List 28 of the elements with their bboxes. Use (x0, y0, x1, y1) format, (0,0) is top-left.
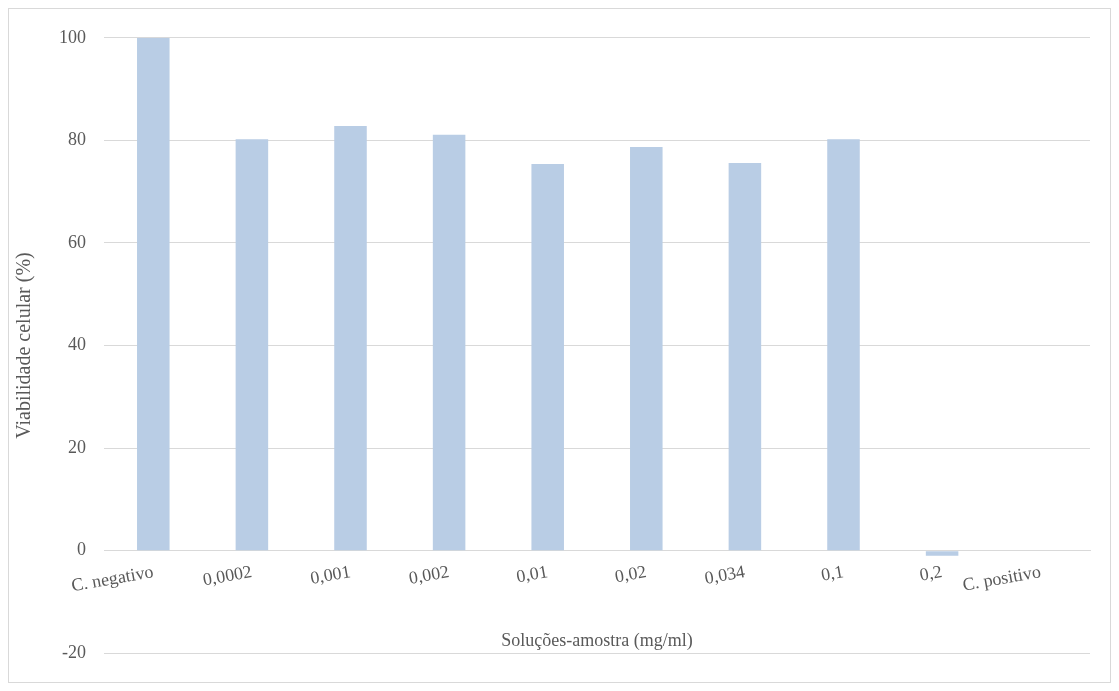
y-tick-label: 0 (77, 539, 86, 560)
bar (137, 37, 170, 551)
y-tick-label: -20 (62, 641, 86, 662)
x-tick-label: C. positivo (960, 561, 1043, 595)
y-tick-label: 100 (59, 26, 86, 47)
bar (630, 147, 663, 551)
x-tick-label: 0,2 (917, 561, 944, 585)
bar (925, 551, 959, 556)
bar (827, 139, 860, 551)
bar (432, 134, 466, 551)
y-axis-title: Viabilidade celular (%) (12, 252, 36, 439)
x-tick-label: 0,01 (514, 561, 550, 587)
x-tick-label: 0,02 (613, 561, 648, 587)
y-tick-label: 60 (68, 231, 86, 252)
x-tick-label: 0,001 (308, 561, 353, 588)
bar (334, 126, 367, 551)
x-tick-label: 0,002 (407, 561, 451, 588)
bar (531, 163, 564, 551)
x-tick-label: 0,1 (819, 561, 846, 585)
x-tick-label: C. negativo (69, 561, 155, 596)
y-tick-label: 40 (68, 334, 86, 355)
y-tick-label: 80 (68, 129, 86, 150)
x-axis-title: Soluções-amostra (mg/ml) (501, 629, 693, 651)
y-tick-label: 20 (68, 436, 86, 457)
bar (728, 162, 762, 551)
x-tick-label: 0,0002 (201, 561, 254, 590)
bar (235, 139, 269, 551)
x-tick-label: 0,034 (703, 561, 747, 588)
